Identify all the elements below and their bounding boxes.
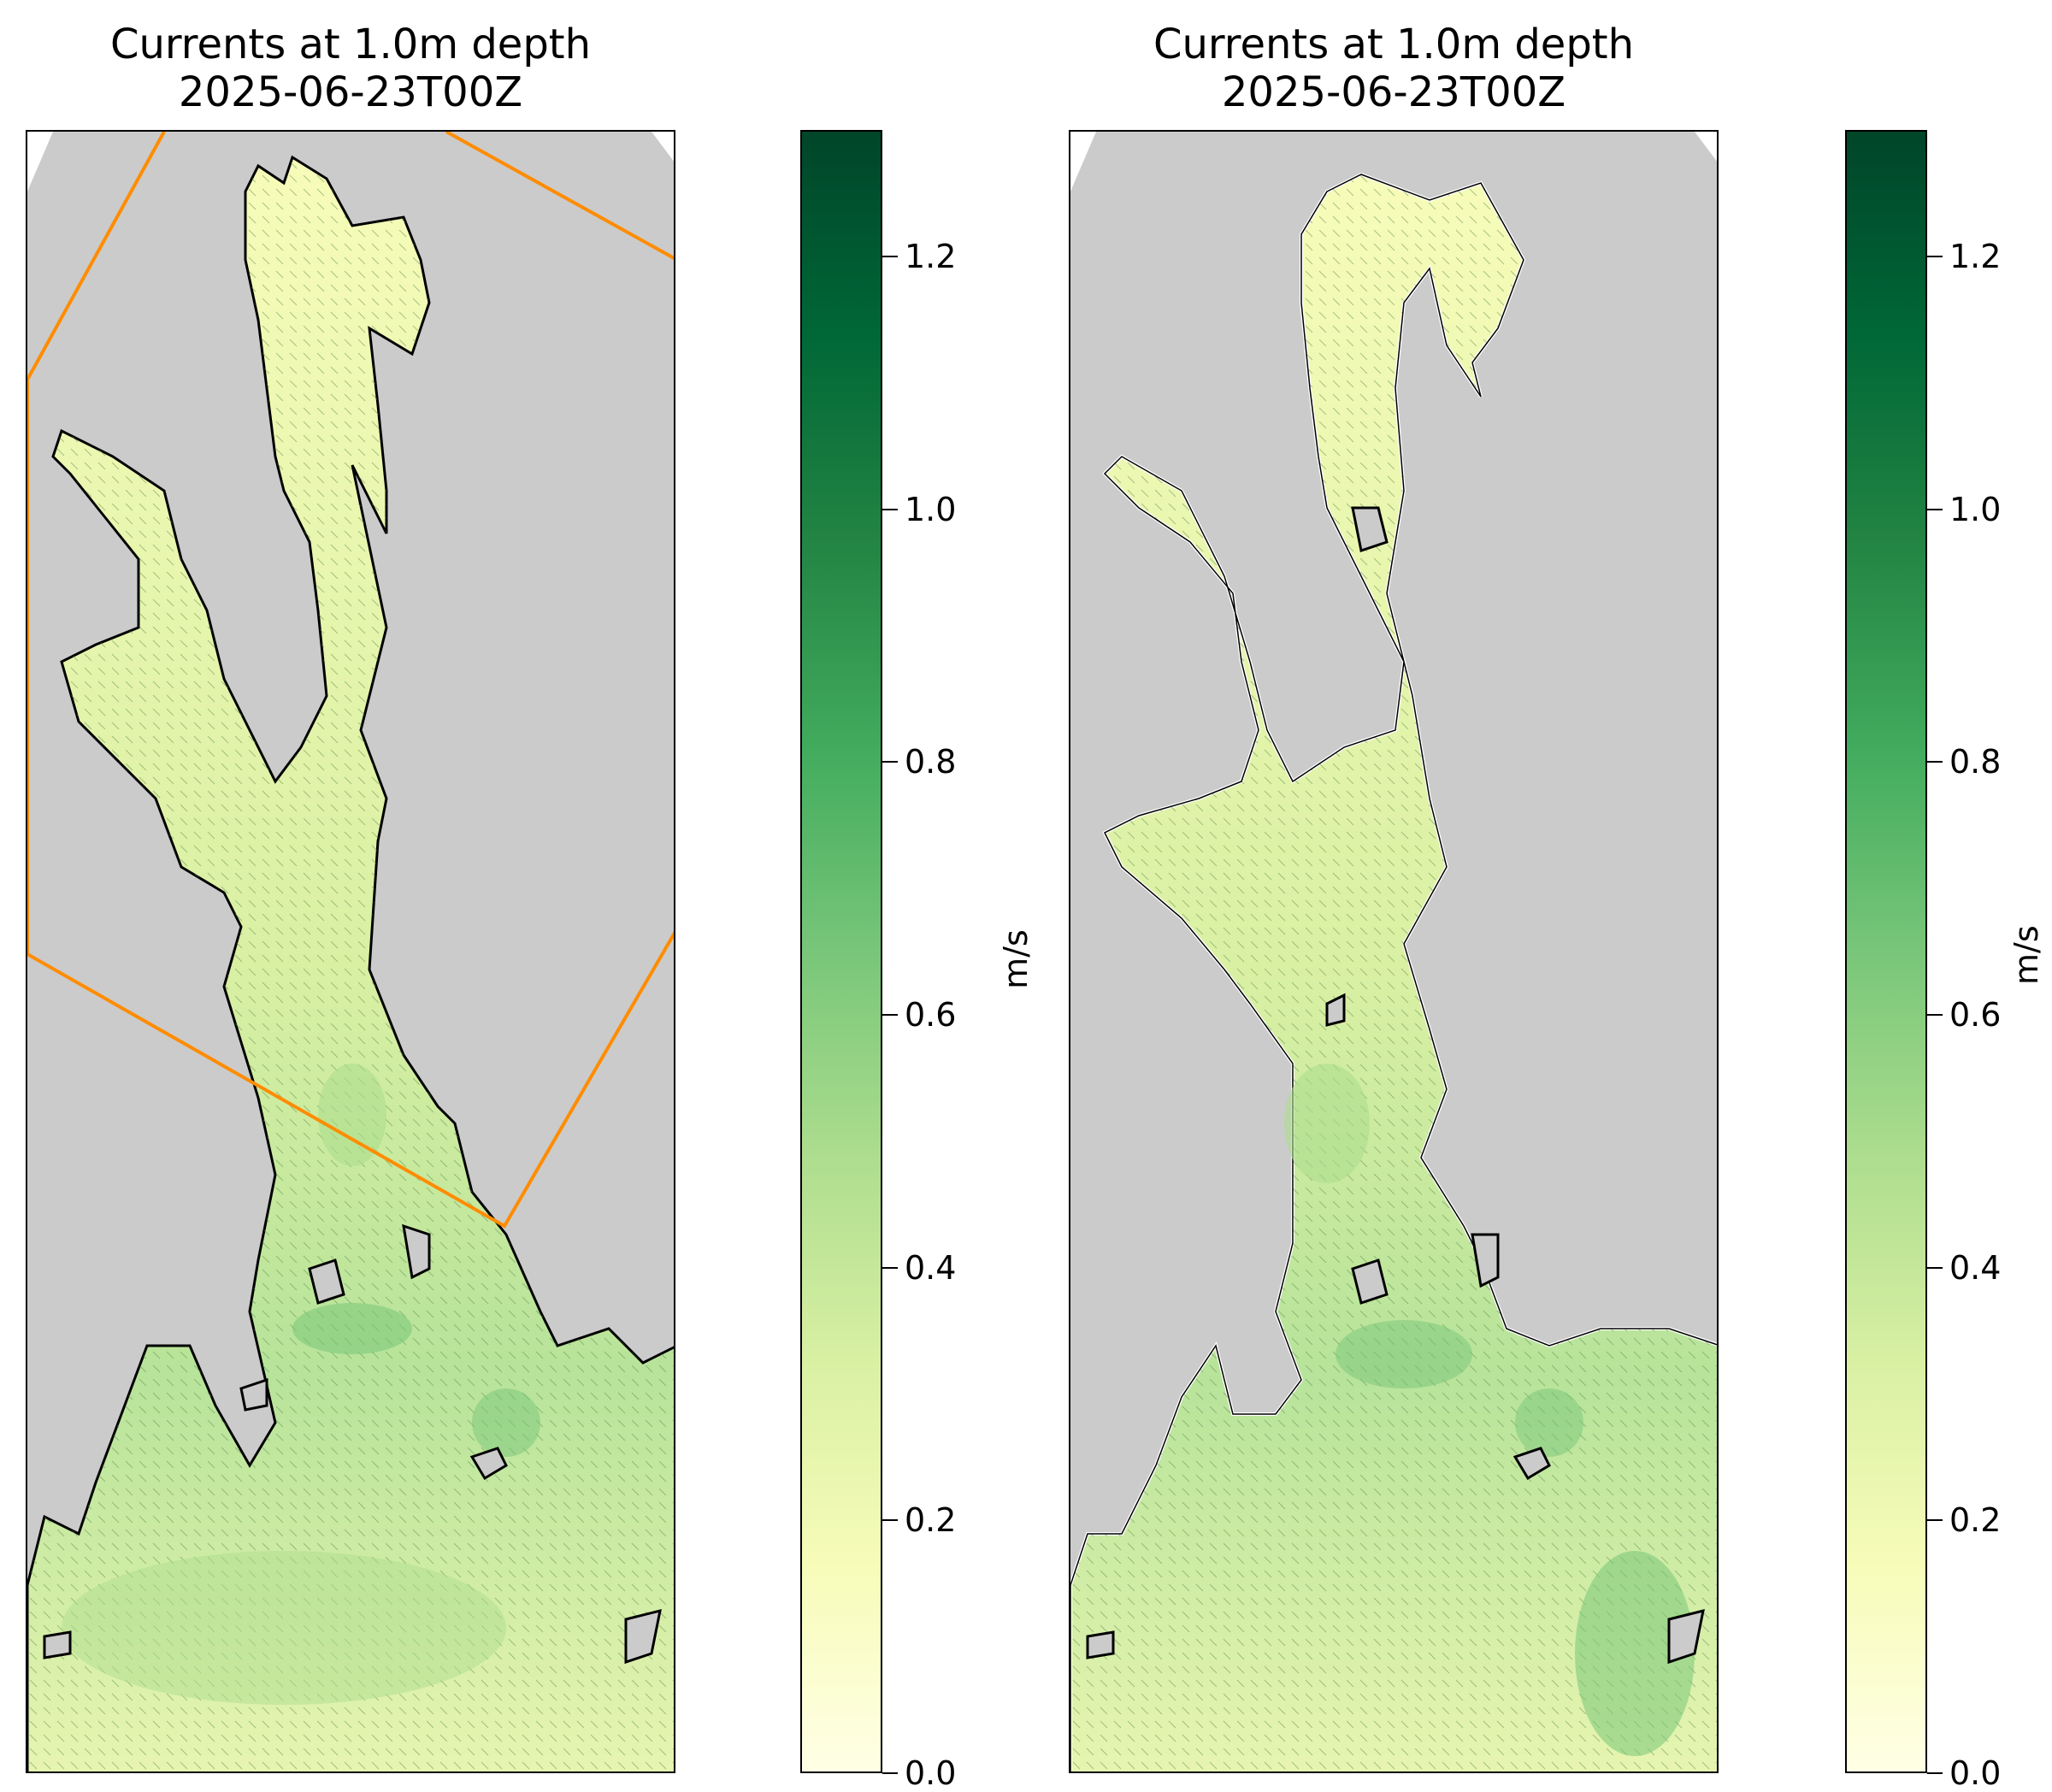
left-colorbar-tick [882,1772,898,1774]
right-title-line1: Currents at 1.0m depth [1153,21,1635,68]
right-colorbar-tick [1927,1772,1943,1774]
right-colorbar-tick-label: 0.4 [1949,1248,2002,1287]
right-colorbar-tick [1927,1013,1943,1016]
right-colorbar-tick-label: 0.6 [1949,995,2002,1034]
left-title-line2: 2025-06-23T00Z [178,68,523,116]
right-colorbar-tick [1927,761,1943,763]
right-panel-title: Currents at 1.0m depth 2025-06-23T00Z [1069,21,1719,116]
left-colorbar-tick [882,761,898,763]
left-colorbar [800,130,882,1773]
right-map-canvas [1070,132,1717,1771]
right-title-line2: 2025-06-23T00Z [1221,68,1566,116]
left-colorbar-tick [882,1266,898,1269]
left-map[interactable] [26,130,675,1773]
right-colorbar-tick-label: 1.2 [1949,237,2002,275]
right-colorbar [1845,130,1927,1773]
left-colorbar-label: m/s [997,929,1035,989]
left-colorbar-tick [882,508,898,510]
right-colorbar-tick-label: 1.0 [1949,490,2002,528]
right-colorbar-tick-label: 0.8 [1949,743,2002,781]
right-map[interactable] [1069,130,1719,1773]
left-colorbar-tick [882,1519,898,1522]
right-colorbar-tick [1927,255,1943,257]
left-panel-title: Currents at 1.0m depth 2025-06-23T00Z [26,21,675,116]
right-colorbar-tick-label: 0.2 [1949,1501,2002,1540]
left-subdomain-outline [27,132,674,1229]
right-colorbar-tick-label: 0.0 [1949,1754,2002,1792]
left-colorbar-tick [882,255,898,257]
left-colorbar-tick [882,1013,898,1016]
right-colorbar-tick [1927,1266,1943,1269]
right-colorbar-tick [1927,508,1943,510]
right-colorbar-tick [1927,1519,1943,1522]
left-colorbar-tick-label: 0.6 [905,995,957,1034]
left-title-line1: Currents at 1.0m depth [109,21,592,68]
left-colorbar-tick-label: 0.8 [905,743,957,781]
left-colorbar-tick-label: 0.4 [905,1248,957,1287]
right-colorbar-label: m/s [2008,925,2045,985]
left-colorbar-tick-label: 0.0 [905,1754,957,1792]
left-map-canvas [27,132,674,1771]
left-colorbar-tick-label: 1.0 [905,490,957,528]
left-colorbar-tick-label: 1.2 [905,237,957,275]
left-colorbar-tick-label: 0.2 [905,1501,957,1540]
